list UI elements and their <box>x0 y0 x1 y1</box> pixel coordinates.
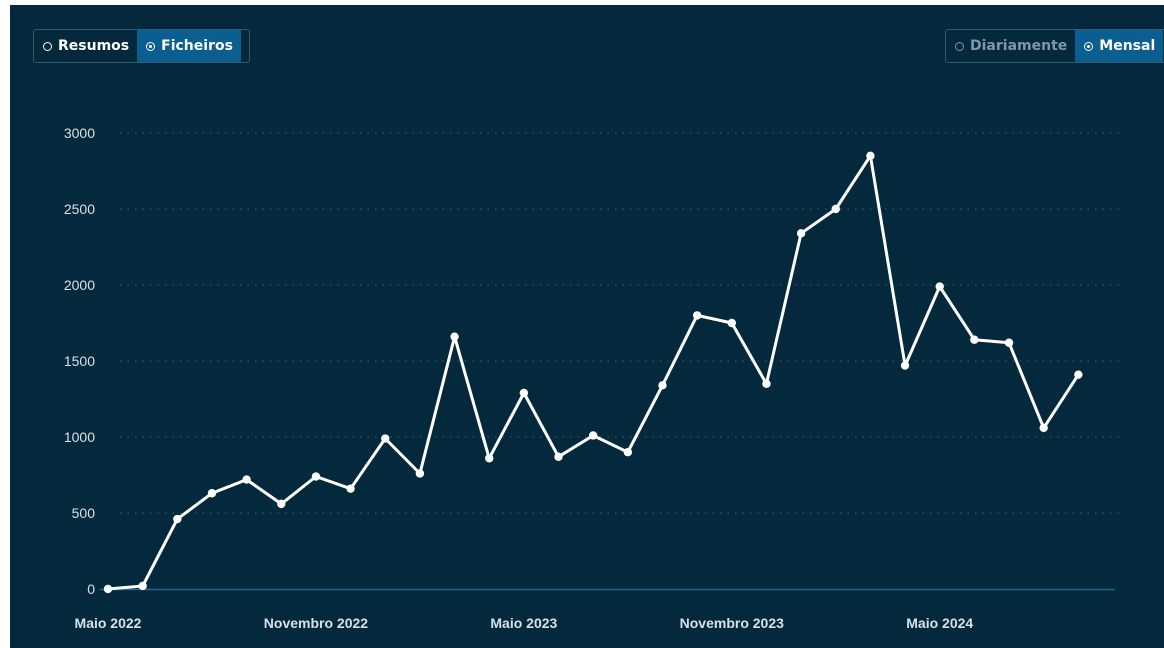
chart-panel: Resumos Ficheiros Diariamente Mensal 0 50… <box>10 5 1164 648</box>
data-point[interactable] <box>450 332 458 340</box>
data-point[interactable] <box>277 500 285 508</box>
data-point[interactable] <box>173 515 181 523</box>
data-point[interactable] <box>104 585 112 593</box>
data-point[interactable] <box>624 448 632 456</box>
data-point[interactable] <box>728 319 736 327</box>
data-point[interactable] <box>554 453 562 461</box>
x-tick-label: Maio 2024 <box>906 615 973 631</box>
x-tick-label: Maio 2022 <box>75 615 142 631</box>
data-point[interactable] <box>693 311 701 319</box>
data-point[interactable] <box>762 380 770 388</box>
data-point[interactable] <box>485 454 493 462</box>
data-point[interactable] <box>1005 339 1013 347</box>
x-tick-label: Novembro 2022 <box>264 615 368 631</box>
data-point[interactable] <box>797 229 805 237</box>
data-point[interactable] <box>832 205 840 213</box>
data-point[interactable] <box>346 484 354 492</box>
data-point[interactable] <box>1074 370 1082 378</box>
line-chart: 0 500 1000 1500 2000 2500 3000 Maio 2022 Novembr… <box>10 5 1164 648</box>
series-line <box>108 156 1078 589</box>
data-point[interactable] <box>589 431 597 439</box>
y-tick-label: 1000 <box>64 429 95 445</box>
data-point[interactable] <box>970 336 978 344</box>
data-point[interactable] <box>1039 424 1047 432</box>
data-point[interactable] <box>381 434 389 442</box>
data-point[interactable] <box>416 469 424 477</box>
y-tick-label: 0 <box>87 581 95 597</box>
y-tick-label: 2500 <box>64 201 95 217</box>
y-tick-label: 500 <box>72 505 96 521</box>
y-tick-label: 2000 <box>64 277 95 293</box>
data-point[interactable] <box>242 475 250 483</box>
data-point[interactable] <box>936 282 944 290</box>
x-tick-label: Novembro 2023 <box>680 615 784 631</box>
data-point[interactable] <box>866 152 874 160</box>
y-tick-label: 3000 <box>64 125 95 141</box>
y-tick-label: 1500 <box>64 353 95 369</box>
x-tick-label: Maio 2023 <box>490 615 557 631</box>
data-point[interactable] <box>208 489 216 497</box>
data-point[interactable] <box>901 361 909 369</box>
data-point[interactable] <box>138 582 146 590</box>
data-point[interactable] <box>520 389 528 397</box>
data-point[interactable] <box>658 381 666 389</box>
data-point[interactable] <box>312 472 320 480</box>
